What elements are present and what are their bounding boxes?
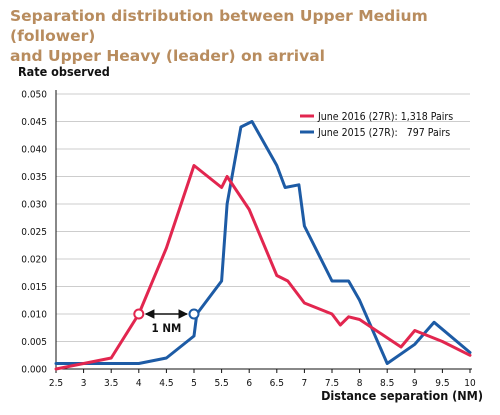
legend-label-1: June 2015 (27R): 797 Pairs — [317, 127, 450, 139]
y-axis-label: Rate observed — [18, 64, 110, 79]
x-tick-label: 9.5 — [435, 378, 449, 389]
x-tick-label: 6.5 — [270, 378, 284, 389]
legend-label-0: June 2016 (27R): 1,318 Pairs — [317, 111, 453, 123]
marker-circle-2016 — [133, 308, 145, 320]
x-tick-label: 10 — [464, 378, 476, 389]
x-tick-label: 7.5 — [325, 378, 339, 389]
annotation: 1 NM — [133, 308, 200, 335]
y-tick-label: 0.040 — [21, 145, 47, 156]
y-tick-label: 0.010 — [21, 310, 47, 321]
y-tick-label: 0.030 — [21, 200, 47, 211]
marker-circle-2015 — [188, 308, 200, 320]
chart-title-line-1: Separation distribution between Upper Me… — [10, 7, 428, 45]
chart-title-line-2: and Upper Heavy (leader) on arrival — [10, 47, 325, 65]
x-tick-label: 3 — [81, 378, 87, 389]
y-tick-label: 0.045 — [21, 117, 47, 128]
y-tick-label: 0.025 — [21, 227, 47, 238]
y-tick-label: 0.050 — [21, 90, 47, 101]
series-line-0 — [54, 164, 472, 371]
y-tick-label: 0.005 — [21, 337, 47, 348]
x-tick-label: 7 — [302, 378, 308, 389]
axes: 0.000 0.005 0.010 0.015 0.020 0.025 0.030 0.035… — [21, 90, 476, 390]
x-tick-label: 5.5 — [214, 378, 228, 389]
x-tick-label: 4.5 — [159, 378, 173, 389]
x-tick-label: 9 — [412, 378, 418, 389]
series-line-1 — [54, 120, 472, 365]
x-tick-label: 6 — [246, 378, 252, 389]
x-tick-label: 5 — [191, 378, 197, 389]
y-tick-label: 0.015 — [21, 282, 47, 293]
x-tick-label: 8 — [357, 378, 363, 389]
data-series — [54, 120, 472, 371]
x-tick-label: 2.5 — [49, 378, 63, 389]
grid-lines — [56, 93, 470, 342]
legend: June 2016 (27R): 1,318 Pairs June 2015 (2… — [300, 111, 453, 139]
y-tick-label: 0.020 — [21, 255, 47, 266]
x-tick-label: 3.5 — [104, 378, 118, 389]
x-tick-label: 4 — [136, 378, 142, 389]
y-tick-label: 0.035 — [21, 172, 47, 183]
annotation-label: 1 NM — [152, 321, 182, 335]
y-tick-label: 0.000 — [21, 365, 47, 376]
x-axis-label: Distance separation (NM) — [321, 388, 483, 403]
x-tick-label: 8.5 — [380, 378, 394, 389]
chart-title: Separation distribution between Upper Me… — [10, 6, 490, 66]
